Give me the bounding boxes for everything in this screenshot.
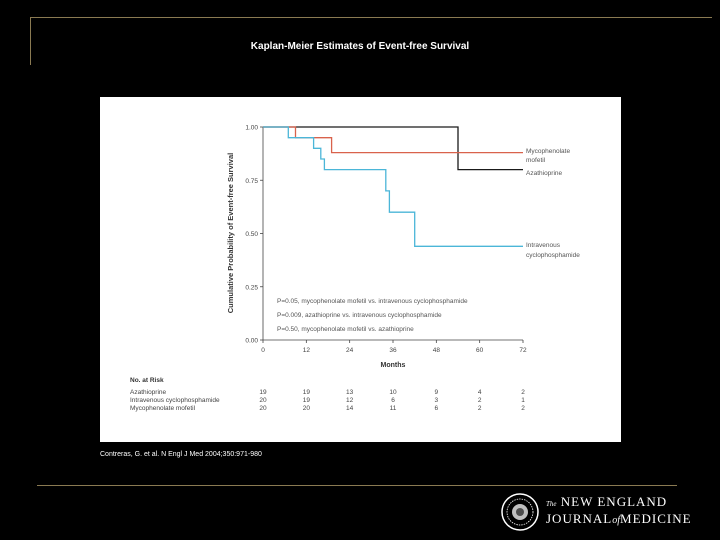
risk-cell: 13 xyxy=(346,389,354,396)
risk-cell: 3 xyxy=(435,397,439,404)
logo-journal: JOURNAL xyxy=(546,511,613,526)
decor-left-line xyxy=(30,17,31,65)
nejm-seal-icon xyxy=(501,493,539,531)
risk-cell: 10 xyxy=(389,389,397,396)
risk-cell: 20 xyxy=(259,405,267,412)
y-tick-label: 1.00 xyxy=(245,125,258,132)
risk-cell: 14 xyxy=(346,405,354,412)
logo-new-england: NEW ENGLAND xyxy=(560,494,668,509)
risk-cell: 2 xyxy=(478,397,482,404)
figure-panel: 0.00 0.25 0.50 0.75 1.00 0 12 24 36 48 60 72 Cumul… xyxy=(100,97,621,442)
x-tick-label: 36 xyxy=(389,347,397,354)
series-label-myco-1: Mycophenolate xyxy=(526,148,570,155)
risk-cell: 1 xyxy=(521,397,525,404)
risk-cell: 2 xyxy=(521,389,525,396)
series-label-cyc-2: cyclophosphamide xyxy=(526,252,580,259)
risk-cell: 6 xyxy=(391,397,395,404)
risk-cell: 11 xyxy=(390,405,397,412)
risk-cell: 20 xyxy=(259,397,267,404)
nejm-logo: The NEW ENGLAND JOURNALofMEDICINE xyxy=(500,492,715,532)
x-axis-label: Months xyxy=(381,362,406,369)
risk-row-label: Mycophenolate mofetil xyxy=(130,405,196,412)
x-tick-label: 0 xyxy=(261,347,265,354)
risk-cell: 19 xyxy=(259,389,267,396)
series-line-myco xyxy=(263,126,523,154)
y-tick-label: 0.75 xyxy=(245,178,258,185)
risk-cell: 20 xyxy=(303,405,311,412)
annotation-p2: P=0.009, azathioprine vs. intravenous cy… xyxy=(277,312,442,319)
risk-cell: 2 xyxy=(521,405,525,412)
annotation-p3: P=0.50, mycophenolate mofetil vs. azathi… xyxy=(277,326,414,333)
risk-cell: 9 xyxy=(435,389,439,396)
citation-text: Contreras, G. et al. N Engl J Med 2004;3… xyxy=(100,451,262,458)
risk-cell: 12 xyxy=(346,397,354,404)
risk-row-label: Azathioprine xyxy=(130,389,167,396)
y-tick-label: 0.00 xyxy=(245,338,258,345)
y-tick-label: 0.25 xyxy=(245,284,258,291)
y-axis-label: Cumulative Probability of Event-free Sur… xyxy=(226,153,235,313)
y-tick-label: 0.50 xyxy=(245,231,258,238)
logo-of: of xyxy=(612,515,621,526)
logo-medicine: MEDICINE xyxy=(620,511,692,526)
series-line-cyc xyxy=(263,126,523,247)
risk-cell: 19 xyxy=(303,389,311,396)
risk-cell: 6 xyxy=(435,405,439,412)
logo-the: The xyxy=(546,500,557,508)
x-tick-label: 24 xyxy=(346,347,354,354)
x-tick-label: 60 xyxy=(476,347,484,354)
logo-line-2: JOURNALofMEDICINE xyxy=(546,511,692,527)
risk-cell: 19 xyxy=(303,397,311,404)
risk-cell: 2 xyxy=(478,405,482,412)
slide-title: Kaplan-Meier Estimates of Event-free Sur… xyxy=(250,41,470,52)
series-label-myco-2: mofetil xyxy=(526,157,546,164)
x-tick-label: 72 xyxy=(519,347,527,354)
risk-table-title: No. at Risk xyxy=(130,377,164,384)
annotation-p1: P=0.05, mycophenolate mofetil vs. intrav… xyxy=(277,298,468,305)
series-label-aza: Azathioprine xyxy=(526,170,563,177)
x-tick-label: 48 xyxy=(433,347,441,354)
series-line-aza xyxy=(263,126,523,171)
risk-row-label: Intravenous cyclophosphamide xyxy=(130,397,220,404)
decor-bottom-line xyxy=(37,485,677,486)
logo-line-1: The NEW ENGLAND xyxy=(546,494,667,510)
decor-top-line xyxy=(30,17,712,18)
km-chart: 0.000.250.500.751.00 0 12 24 36 48 60 72 Cumul… xyxy=(130,125,580,413)
x-tick-label: 12 xyxy=(303,347,311,354)
series-label-cyc-1: Intravenous xyxy=(526,242,561,249)
risk-cell: 4 xyxy=(478,389,482,396)
